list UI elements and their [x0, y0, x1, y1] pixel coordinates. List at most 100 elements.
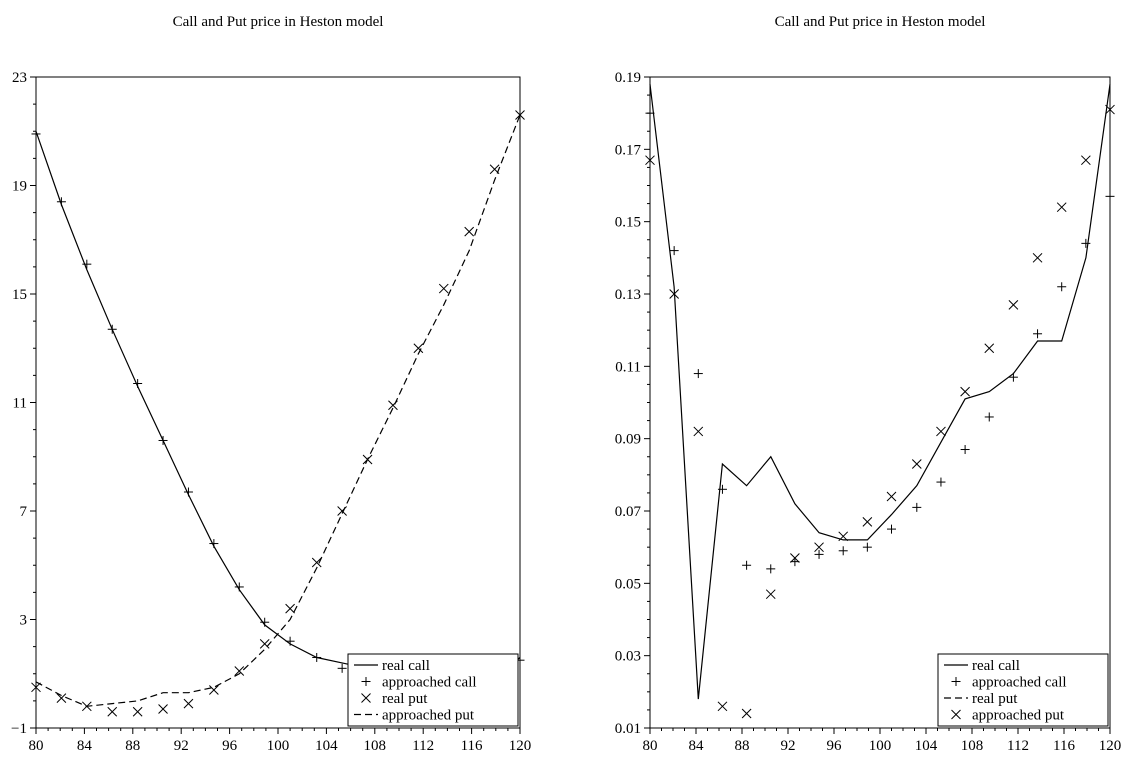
y-tick-label: 0.11 [615, 359, 641, 375]
data-point [838, 531, 849, 542]
legend-label: real put [972, 691, 1018, 707]
x-tick-label: 96 [827, 738, 843, 754]
x-tick-label: 116 [461, 738, 483, 754]
data-point [960, 386, 970, 397]
data-point [337, 663, 347, 673]
data-point [814, 549, 824, 559]
x-tick-label: 108 [364, 738, 387, 754]
y-tick-label: 0.01 [615, 721, 641, 737]
data-point [1032, 252, 1043, 263]
x-tick-label: 112 [412, 738, 434, 754]
y-tick-label: 0.15 [615, 215, 641, 231]
data-point [1008, 372, 1018, 382]
data-point [669, 289, 680, 299]
series-line-real-call [649, 84, 1111, 700]
x-tick-label: 80 [643, 738, 658, 754]
legend-swatch [361, 693, 371, 703]
x-tick-label: 104 [315, 738, 338, 754]
chart-title: Call and Put price in Heston model [173, 14, 384, 30]
y-tick-label: 15 [12, 287, 27, 303]
x-tick-label: 112 [1007, 738, 1029, 754]
plot-frame [35, 76, 521, 729]
data-point [413, 343, 424, 354]
legend-label: real call [382, 658, 430, 674]
x-tick-label: 96 [222, 738, 238, 754]
data-point [107, 324, 117, 334]
x-tick-label: 88 [735, 738, 750, 754]
y-tick-label: 0.09 [615, 432, 641, 448]
data-point [912, 502, 922, 512]
y-tick-label: 0.13 [615, 287, 641, 303]
data-point [158, 704, 168, 714]
data-point [838, 546, 848, 556]
x-tick-label: 104 [915, 738, 938, 754]
data-point [133, 379, 143, 389]
data-point [886, 491, 897, 502]
legend-swatch [951, 677, 961, 686]
data-point [183, 487, 193, 497]
data-point [312, 652, 322, 662]
series-points-real-put [31, 110, 525, 717]
data-point [438, 283, 449, 294]
data-point [693, 426, 704, 437]
data-point [56, 693, 67, 704]
data-point [645, 155, 655, 166]
x-tick-label: 108 [961, 738, 984, 754]
y-tick-label: 19 [12, 179, 27, 195]
data-point [984, 343, 995, 354]
data-point [960, 445, 970, 455]
data-point [1080, 155, 1091, 166]
data-point [984, 412, 994, 422]
legend-label: approached put [382, 708, 475, 724]
data-point [911, 459, 922, 469]
data-point [936, 426, 946, 437]
data-point [158, 435, 168, 445]
data-point [259, 639, 270, 649]
data-point [1056, 202, 1067, 213]
left-chart: Call and Put price in Heston model 80 84 88… [11, 14, 532, 754]
data-point [766, 564, 776, 574]
data-point [1057, 282, 1067, 292]
data-point [936, 477, 946, 487]
series-points-approached-call [645, 108, 1115, 574]
y-tick-label: 0.05 [615, 576, 641, 592]
data-point [790, 553, 800, 563]
y-tick-label: 7 [20, 504, 28, 520]
data-point [107, 706, 118, 717]
data-point [765, 589, 776, 600]
legend-label: approached call [382, 675, 477, 691]
series-line-approached-put [35, 114, 521, 707]
data-point [1081, 238, 1091, 248]
data-point [209, 539, 219, 549]
data-point [311, 557, 322, 568]
data-point [693, 369, 703, 379]
data-point [862, 542, 872, 552]
right-chart: Call and Put price in Heston model 80 84 88… [615, 14, 1122, 754]
data-point [1105, 104, 1115, 115]
legend-swatch [951, 709, 961, 720]
data-point [742, 560, 752, 570]
data-point [515, 110, 525, 120]
y-tick-label: 0.19 [615, 70, 641, 86]
series-points-approached-put [645, 104, 1115, 719]
data-point [669, 246, 679, 256]
data-point [82, 259, 92, 269]
data-point [285, 603, 295, 614]
legend-label: approached put [972, 708, 1065, 724]
legend-label: approached call [972, 675, 1067, 691]
x-tick-label: 120 [509, 738, 532, 754]
data-point [1008, 299, 1019, 310]
series-points-approached-call [31, 129, 525, 687]
data-point [464, 226, 475, 237]
x-tick-label: 116 [1053, 738, 1075, 754]
data-point [31, 129, 41, 139]
data-point [234, 582, 244, 592]
plot-frame [649, 76, 1111, 729]
y-tick-label: 23 [12, 70, 27, 86]
data-point [209, 685, 219, 695]
chart-title: Call and Put price in Heston model [775, 14, 986, 30]
legend-swatch [361, 677, 371, 686]
legend-label: real put [382, 691, 428, 707]
